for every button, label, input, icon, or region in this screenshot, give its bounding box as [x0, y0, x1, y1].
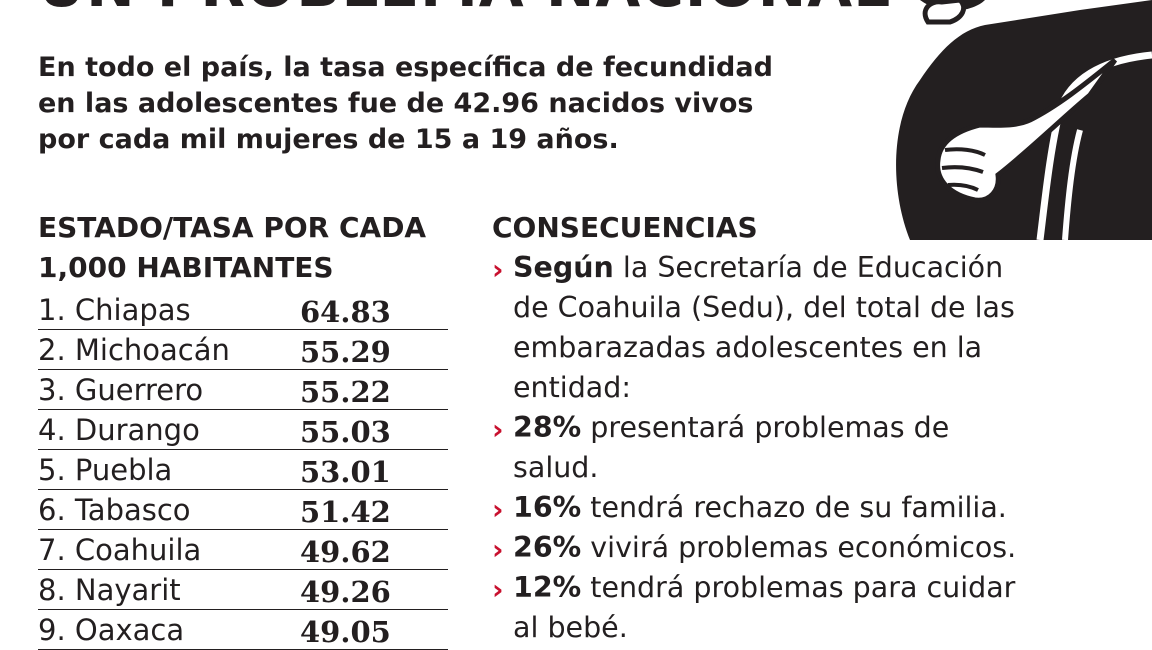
- state-rate: 55.03: [300, 415, 391, 449]
- state-name: 2. Michoacán: [38, 333, 230, 367]
- intro-line: en las adolescentes fue de 42.96 nacidos…: [38, 88, 754, 119]
- headline: UN PROBLEMA NACIONAL: [38, 0, 891, 16]
- state-rate-table: 1. Chiapas 64.83 2. Michoacán 55.29 3. G…: [38, 290, 448, 650]
- state-rate: 51.42: [300, 495, 391, 529]
- state-rate: 64.83: [300, 295, 391, 329]
- item-text: tendrá problemas para cuidar: [581, 571, 1016, 604]
- item-text: la Secretaría de Educación: [613, 251, 1004, 284]
- item-text: entidad:: [513, 371, 631, 404]
- item-lead: 12%: [513, 571, 582, 604]
- list-item: › 28% presentará problemas de salud.: [492, 408, 1132, 488]
- state-name: 6. Tabasco: [38, 493, 191, 527]
- state-name: 1. Chiapas: [38, 293, 191, 327]
- list-item: › 16% tendrá rechazo de su familia.: [492, 488, 1132, 528]
- item-lead: Según: [513, 251, 614, 284]
- pregnant-woman-illustration-icon: [890, 0, 1152, 240]
- consequences-list: › Según la Secretaría de Educación de Co…: [492, 248, 1132, 648]
- item-text: vivirá problemas económicos.: [581, 531, 1017, 564]
- state-rate: 53.01: [300, 455, 391, 489]
- item-text: al bebé.: [513, 611, 628, 644]
- table-row: 6. Tabasco 51.42: [38, 490, 448, 530]
- item-text: salud.: [513, 451, 599, 484]
- state-rate: 49.05: [300, 615, 391, 649]
- table-row: 5. Puebla 53.01: [38, 450, 448, 490]
- chevron-right-icon: ›: [492, 253, 504, 286]
- state-rate: 49.62: [300, 535, 391, 569]
- state-name: 3. Guerrero: [38, 373, 204, 407]
- state-rate: 49.26: [300, 575, 391, 609]
- table-row: 7. Coahuila 49.62: [38, 530, 448, 570]
- table-header: ESTADO/TASA POR CADA 1,000 HABITANTES: [38, 208, 426, 288]
- table-row: 3. Guerrero 55.22: [38, 370, 448, 410]
- table-row: 2. Michoacán 55.29: [38, 330, 448, 370]
- table-row: 4. Durango 55.03: [38, 410, 448, 450]
- item-lead: 26%: [513, 531, 582, 564]
- intro-line: En todo el país, la tasa específica de f…: [38, 52, 773, 83]
- list-item: › 26% vivirá problemas económicos.: [492, 528, 1132, 568]
- item-text: embarazadas adolescentes en la: [513, 331, 983, 364]
- intro-text: En todo el país, la tasa específica de f…: [38, 50, 798, 158]
- table-header-line: ESTADO/TASA POR CADA: [38, 211, 427, 244]
- chevron-right-icon: ›: [492, 573, 504, 606]
- state-name: 5. Puebla: [38, 453, 173, 487]
- list-item: › 12% tendrá problemas para cuidar al be…: [492, 568, 1132, 648]
- chevron-right-icon: ›: [492, 533, 504, 566]
- item-text: presentará problemas de: [581, 411, 950, 444]
- chevron-right-icon: ›: [492, 413, 504, 446]
- item-text: de Coahuila (Sedu), del total de las: [513, 291, 1015, 324]
- table-row: 8. Nayarit 49.26: [38, 570, 448, 610]
- item-lead: 16%: [513, 491, 582, 524]
- table-header-line: 1,000 HABITANTES: [38, 251, 334, 284]
- state-name: 9. Oaxaca: [38, 613, 185, 647]
- state-rate: 55.29: [300, 335, 391, 369]
- item-text: tendrá rechazo de su familia.: [581, 491, 1007, 524]
- state-name: 4. Durango: [38, 413, 200, 447]
- list-item: › Según la Secretaría de Educación de Co…: [492, 248, 1132, 408]
- table-row: 9. Oaxaca 49.05: [38, 610, 448, 650]
- table-row: 1. Chiapas 64.83: [38, 290, 448, 330]
- state-rate: 55.22: [300, 375, 391, 409]
- state-name: 7. Coahuila: [38, 533, 202, 567]
- item-lead: 28%: [513, 411, 582, 444]
- chevron-right-icon: ›: [492, 493, 504, 526]
- intro-line: por cada mil mujeres de 15 a 19 años.: [38, 124, 619, 155]
- state-name: 8. Nayarit: [38, 573, 181, 607]
- consequences-header: CONSECUENCIAS: [492, 211, 758, 244]
